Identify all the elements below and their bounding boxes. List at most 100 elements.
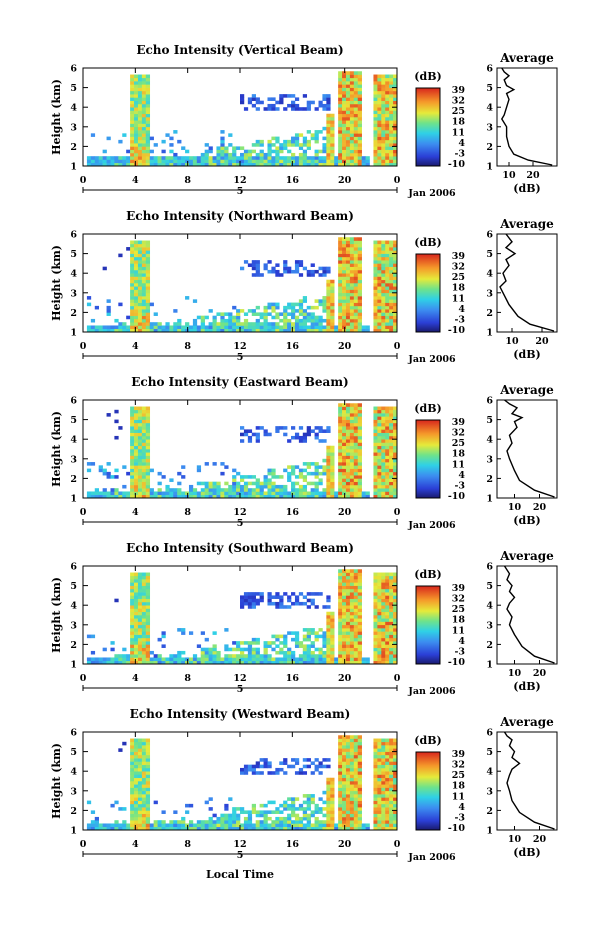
heatmap-cell [228,484,233,489]
heatmap-cell [145,90,151,95]
heatmap-cell [134,243,139,248]
heatmap-cell [326,758,331,762]
heatmap-cell [334,494,339,499]
heatmap-cell [377,283,382,287]
heatmap-cell [342,641,347,645]
heatmap-cell [263,657,268,662]
heatmap-cell [275,100,280,105]
heatmap-cell [126,657,131,662]
colorbar-label: (dB) [414,402,441,415]
heatmap-cell [385,475,390,479]
heatmap-cell [224,491,229,496]
heatmap-cell [232,647,237,652]
heatmap-cell [153,494,158,499]
heatmap-cell [389,771,394,775]
heatmap-cell [338,159,343,164]
heatmap-cell [357,588,362,593]
heatmap-cell [134,328,139,333]
heatmap-cell [334,156,339,160]
heatmap-cell [373,488,378,492]
heatmap-cell [377,826,382,831]
heatmap-cell [353,628,359,632]
heatmap-cell [177,318,182,323]
heatmap-cell [377,650,382,655]
heatmap-cell [161,820,166,824]
heatmap-cell [267,322,272,326]
heatmap-cell [134,767,139,772]
heatmap-cell [330,820,335,824]
heatmap-cell [393,807,398,811]
heatmap-cell [326,634,331,639]
heatmap-cell [294,97,300,101]
heatmap-cell [385,84,390,88]
heatmap-cell [322,807,327,811]
heatmap-cell [134,741,139,746]
heatmap-cell [381,419,386,424]
heatmap-cell [393,611,398,616]
heatmap-cell [134,419,139,424]
heatmap-cell [349,595,355,599]
heatmap-cell [377,462,382,466]
heatmap-cell [373,621,378,626]
heatmap-cell [247,601,253,606]
heatmap-cell [345,601,351,606]
heatmap-cell [330,816,335,821]
heatmap-cell [373,269,378,274]
heatmap-cell [232,494,237,499]
heatmap-cell [298,484,304,489]
heatmap-cell [381,657,386,662]
heatmap-cell [357,439,362,443]
heatmap-cell [353,406,359,411]
heatmap-cell [357,289,362,294]
heatmap-cell [326,299,331,303]
heatmap-cell [130,273,135,277]
heatmap-cell [173,328,178,333]
heatmap-cell [381,328,386,333]
heatmap-cell [373,751,378,756]
heatmap-cell [345,90,351,95]
heatmap-cell [106,657,111,662]
heatmap-cell [389,605,394,609]
heatmap-cell [373,767,378,772]
heatmap-cell [322,820,327,824]
heatmap-cell [377,143,382,147]
heatmap-cell [275,146,280,150]
heatmap-cell [322,471,327,476]
heatmap-cell [145,84,151,88]
y-tick-label: 2 [70,308,77,319]
heatmap-cell [181,491,186,496]
heatmap-cell [287,156,292,160]
heatmap-cell [134,445,139,450]
heatmap-cell [393,816,398,821]
heatmap-cell [165,133,170,137]
heatmap-cell [330,156,335,160]
heatmap-cell [357,657,362,662]
heatmap-cell [141,445,147,450]
heatmap-cell [259,100,264,105]
heatmap-cell [291,315,296,320]
heatmap-cell [90,159,96,164]
heatmap-cell [393,575,398,580]
heatmap-cell [385,637,390,642]
heatmap-cell [381,74,386,79]
heatmap-cell [393,745,398,749]
heatmap-cell [389,797,394,801]
heatmap-cell [271,468,276,473]
heatmap-cell [349,761,355,765]
heatmap-cell [236,488,241,492]
heatmap-cell [353,810,359,814]
heatmap-cell [240,601,245,606]
heatmap-cell [130,582,135,586]
heatmap-cell [314,826,319,831]
heatmap-cell [377,468,382,473]
heatmap-cell [381,484,386,489]
heatmap-cell [349,256,355,261]
heatmap-cell [389,312,394,316]
heatmap-cell [393,315,398,320]
heatmap-cell [86,494,92,499]
heatmap-cell [137,133,143,137]
heatmap-cell [353,608,359,613]
heatmap-cell [279,641,284,645]
heatmap-cell [145,445,151,450]
heatmap-cell [294,435,300,440]
